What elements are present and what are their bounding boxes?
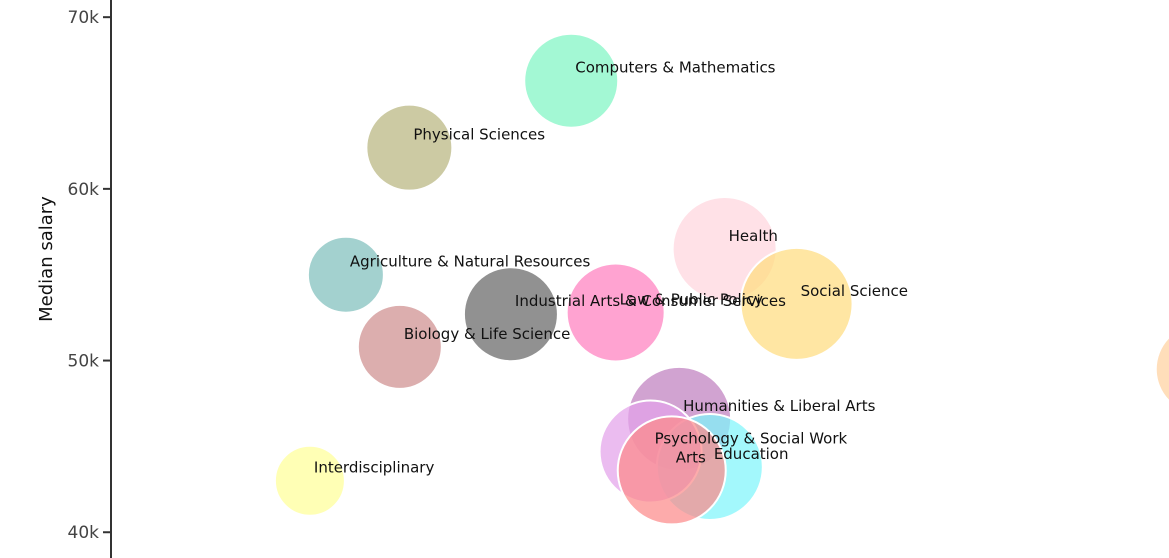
bubble-label-biology-life-science: Biology & Life Science [404, 325, 571, 343]
bubble-social-science[interactable] [739, 246, 854, 361]
bubble-label-interdisciplinary: Interdisciplinary [314, 459, 435, 477]
bubble-physical-sciences[interactable] [365, 103, 454, 192]
bubble-label-agriculture-natural-resources: Agriculture & Natural Resources [350, 253, 591, 271]
y-tick-label-50k: 50k [68, 352, 100, 372]
bubble-point-13[interactable] [1154, 324, 1169, 414]
y-tick-label-60k: 60k [68, 180, 100, 200]
bubble-computers-mathematics[interactable] [523, 32, 620, 129]
y-tick-label-40k: 40k [68, 523, 100, 543]
bubble-agriculture-natural-resources[interactable] [306, 235, 385, 314]
bubble-law-public-policy[interactable] [565, 262, 666, 363]
bubble-industrial-arts-consumer-services[interactable] [462, 266, 559, 363]
bubble-label-health: Health [729, 227, 778, 245]
bubble-label-social-science: Social Science [801, 282, 908, 300]
y-axis: 40k 50k 60k 70k [68, 0, 112, 558]
bubble-label-physical-sciences: Physical Sciences [413, 126, 545, 144]
bubble-label-psychology-social-work: Psychology & Social Work [655, 430, 848, 448]
bubble-label-industrial-arts-consumer-services: Industrial Arts & Consumer Services [515, 292, 786, 310]
bubble-label-humanities-liberal-arts: Humanities & Liberal Arts [683, 397, 875, 415]
bubbles-layer [273, 32, 1169, 526]
y-axis-title: Median salary [36, 196, 57, 322]
bubble-biology-life-science[interactable] [356, 303, 443, 390]
bubble-arts[interactable] [616, 415, 727, 526]
bubble-label-arts: Arts [676, 448, 706, 466]
bubble-interdisciplinary[interactable] [273, 444, 346, 517]
bubble-label-education: Education [714, 445, 789, 463]
bubble-labels-layer: Computers & Mathematics Physical Sciences… [314, 59, 908, 477]
y-tick-label-70k: 70k [68, 8, 100, 28]
bubble-label-computers-mathematics: Computers & Mathematics [575, 59, 775, 77]
bubble-label-law-public-policy: Law & Public Policy [620, 290, 763, 308]
